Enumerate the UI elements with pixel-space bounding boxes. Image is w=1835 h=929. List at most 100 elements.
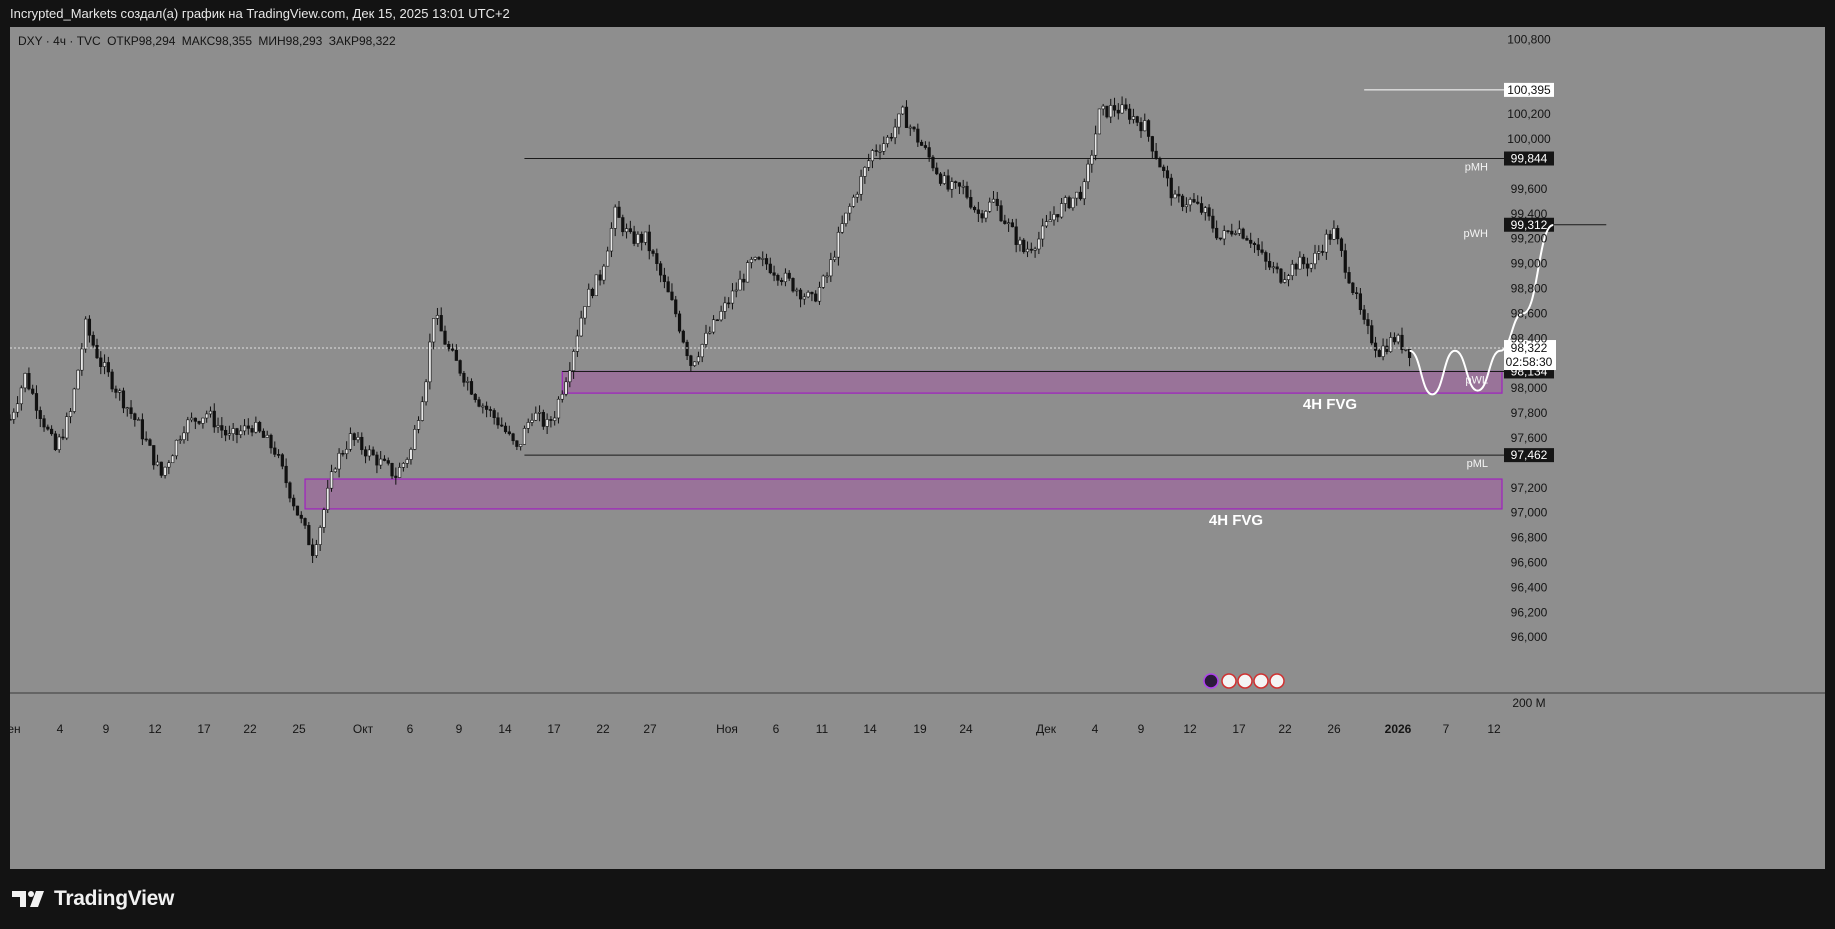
fvg-zone[interactable]: [304, 478, 1503, 510]
candle-body: [821, 275, 825, 288]
y-tick-label: 96,000: [1511, 630, 1548, 644]
candle-body: [1010, 222, 1014, 228]
candle-body: [10, 418, 12, 421]
candle-body: [352, 433, 356, 441]
candle-body: [91, 334, 95, 346]
candle-body: [1101, 105, 1105, 110]
x-tick-label: 19: [913, 722, 927, 736]
candle-body: [874, 150, 878, 152]
candle-body: [197, 421, 201, 424]
candle-body: [265, 434, 269, 438]
candle-body: [405, 459, 409, 464]
price-tag-text: 99,844: [1511, 152, 1548, 166]
candle-body: [1188, 199, 1192, 206]
fvg-zone[interactable]: [561, 370, 1503, 394]
candle-body: [57, 436, 61, 450]
candle-body: [382, 458, 387, 461]
candle-body: [280, 454, 284, 467]
candle-body: [1181, 195, 1185, 207]
candle-body: [776, 275, 780, 281]
chart-area[interactable]: 4H FVG 4H FVG pMH 99,844 pWH 99,312 pWL 98,134 p…: [10, 27, 1825, 869]
candle-body: [677, 313, 682, 332]
candle-body: [901, 106, 905, 115]
candle-body: [311, 544, 315, 556]
y-tick-label: 98,600: [1511, 306, 1548, 320]
candle-body: [942, 175, 946, 184]
candle-body: [314, 544, 318, 556]
current-price-tag[interactable]: [1504, 340, 1556, 371]
x-tick-label: Дек: [1036, 722, 1057, 736]
candle-body: [1237, 228, 1241, 234]
candle-body: [1056, 214, 1060, 218]
candle-body: [1218, 237, 1223, 240]
candle-body: [988, 201, 992, 212]
candle-body: [882, 143, 886, 152]
candle-body: [1041, 225, 1045, 240]
candle-body: [1302, 256, 1306, 265]
candle-body: [553, 417, 557, 421]
candle-body: [859, 176, 863, 195]
candle-body: [719, 311, 723, 321]
candle-body: [174, 439, 179, 457]
candle-body: [186, 419, 190, 434]
event-flag-icon[interactable]: [1237, 673, 1253, 689]
candle-body: [621, 217, 625, 233]
candle-body: [1184, 204, 1188, 207]
candle-body: [473, 393, 477, 400]
candle-body: [1290, 263, 1294, 276]
candle-body: [341, 452, 345, 455]
candle-body: [424, 381, 428, 403]
y-tick-label: 99,200: [1511, 232, 1548, 246]
candle-body: [1396, 334, 1400, 343]
candle-body: [761, 258, 765, 260]
candle-body: [454, 349, 458, 361]
candle-body: [106, 362, 110, 373]
tradingview-brand: TradingView: [54, 887, 175, 910]
y-tick-label: 97,800: [1511, 406, 1548, 420]
candle-body: [307, 525, 311, 546]
candle-body: [1392, 337, 1397, 343]
candle-body: [689, 355, 693, 366]
candle-body: [723, 302, 727, 312]
candle-body: [995, 198, 999, 206]
candle-body: [950, 181, 954, 190]
x-tick-label: 14: [863, 722, 877, 736]
candle-body: [628, 228, 632, 233]
event-flag-icon[interactable]: [1221, 673, 1237, 689]
candle-body: [38, 410, 42, 420]
candle-body: [1150, 136, 1154, 152]
candle-body: [443, 330, 447, 345]
candle-body: [95, 344, 99, 359]
candle-body: [708, 331, 712, 334]
candle-body: [1260, 249, 1264, 253]
candle-body: [189, 417, 194, 421]
candle-body: [428, 341, 432, 383]
candle-body: [155, 461, 160, 466]
y-tick-label: 99,600: [1511, 182, 1548, 196]
candle-body: [1294, 263, 1298, 270]
y-tick-label: 98,400: [1511, 331, 1548, 345]
candle-body: [617, 206, 621, 218]
candle-body: [276, 454, 281, 456]
projection-path[interactable]: [1409, 224, 1554, 396]
candle-body: [851, 196, 856, 207]
candle-body: [1086, 163, 1090, 183]
candle-body: [1215, 227, 1219, 239]
event-bolt-icon[interactable]: [1203, 673, 1219, 689]
candle-body: [549, 419, 553, 421]
event-flag-icon[interactable]: [1269, 673, 1285, 689]
candle-body: [840, 223, 844, 233]
candle-body: [208, 410, 213, 415]
candle-body: [23, 373, 27, 389]
candle-body: [144, 438, 148, 441]
candle-body: [1358, 293, 1362, 311]
candle-body: [488, 409, 492, 411]
y-tick-label: 98,800: [1511, 282, 1548, 296]
candle-body: [329, 471, 334, 489]
close-value: ЗАКР98,322: [328, 34, 396, 48]
event-flag-icon[interactable]: [1253, 673, 1269, 689]
y-tick-label: 100,800: [1507, 32, 1551, 46]
symbol-name[interactable]: DXY · 4ч · TVC: [18, 34, 101, 48]
tradingview-logo[interactable]: TradingView: [12, 886, 174, 912]
